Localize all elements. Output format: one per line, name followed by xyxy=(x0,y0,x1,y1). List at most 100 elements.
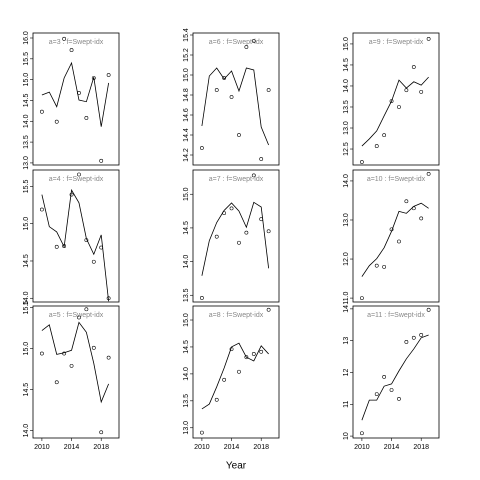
panel-frame xyxy=(192,169,280,303)
y-tick-label: 14.5 xyxy=(343,58,350,72)
point xyxy=(419,216,424,221)
x-axis-label: Year xyxy=(226,461,247,472)
x-tick-label: 2014 xyxy=(64,444,80,451)
point xyxy=(374,144,379,148)
x-tick-label: 2014 xyxy=(384,444,400,451)
y-tick-label: 15.0 xyxy=(23,342,30,356)
y-tick-label: 14.5 xyxy=(183,340,190,354)
point xyxy=(84,307,89,312)
point xyxy=(411,335,416,340)
y-tick-label: 14.0 xyxy=(183,255,190,269)
trend-line xyxy=(41,321,109,404)
x-tick-label: 2018 xyxy=(93,444,109,451)
point xyxy=(259,349,264,354)
panel-title: a=4 : f=Swept-idx xyxy=(49,176,104,183)
point xyxy=(382,375,387,379)
point xyxy=(214,397,219,402)
panel-title: a=3 : f=Swept-idx xyxy=(49,39,104,46)
point xyxy=(77,172,81,177)
y-tick-label: 13 xyxy=(343,337,350,345)
y-tick-label: 13.0 xyxy=(183,421,190,435)
point xyxy=(214,234,219,239)
y-tick-label: 15.0 xyxy=(183,187,190,201)
y-tick-label: 14.4 xyxy=(183,128,190,142)
point xyxy=(419,89,424,94)
x-tick-label: 2010 xyxy=(354,444,370,451)
y-tick-label: 15.2 xyxy=(183,48,190,62)
y-tick-label: 10 xyxy=(343,432,350,440)
point xyxy=(229,95,234,99)
panel-frame xyxy=(192,32,280,166)
point xyxy=(54,119,59,124)
point xyxy=(266,307,271,312)
trend-line xyxy=(201,201,270,276)
panel-frame xyxy=(352,32,440,166)
point xyxy=(404,88,409,93)
panel-frame xyxy=(352,305,440,439)
point xyxy=(62,36,67,41)
y-tick-label: 14.5 xyxy=(23,94,30,108)
point xyxy=(266,88,271,92)
point xyxy=(237,369,241,374)
point xyxy=(251,39,256,43)
x-tick-label: 2018 xyxy=(413,444,429,451)
y-tick-label: 13.0 xyxy=(23,156,30,170)
point xyxy=(419,333,424,337)
point xyxy=(404,199,409,204)
y-tick-label: 12.0 xyxy=(343,252,350,266)
point xyxy=(77,315,81,320)
point xyxy=(374,392,379,397)
point xyxy=(266,229,271,234)
point xyxy=(426,36,431,41)
point xyxy=(69,48,74,52)
point xyxy=(54,244,59,249)
trend-line xyxy=(41,61,110,127)
point xyxy=(222,76,227,80)
point xyxy=(397,239,401,244)
point xyxy=(106,73,111,77)
point xyxy=(259,157,264,161)
y-tick-label: 15.0 xyxy=(183,313,190,327)
trend-line xyxy=(201,67,269,146)
y-tick-label: 14.5 xyxy=(23,254,30,268)
point xyxy=(39,109,44,114)
point xyxy=(359,431,364,436)
panel-title: a=10 : f=Swept-idx xyxy=(367,176,426,183)
y-tick-label: 14.0 xyxy=(23,114,30,128)
y-tick-label: 13.0 xyxy=(343,213,350,227)
y-tick-label: 15.4 xyxy=(183,28,190,42)
y-tick-label: 14.8 xyxy=(183,88,190,102)
panel-frame xyxy=(32,305,120,439)
point xyxy=(244,45,249,49)
point xyxy=(199,296,204,300)
point xyxy=(389,388,394,392)
point xyxy=(251,352,256,356)
point xyxy=(404,340,409,344)
panel-title: a=6 : f=Swept-idx xyxy=(209,39,264,46)
point xyxy=(91,259,96,264)
point xyxy=(244,355,249,360)
point xyxy=(411,65,416,69)
point xyxy=(39,207,44,212)
y-tick-label: 15.5 xyxy=(23,52,30,66)
y-tick-label: 15.0 xyxy=(23,217,30,231)
y-tick-label: 12.5 xyxy=(343,142,350,156)
point xyxy=(222,377,227,382)
panel-title: a=7 : f=Swept-idx xyxy=(209,176,264,183)
point xyxy=(229,206,234,211)
trend-line xyxy=(361,334,429,421)
y-tick-label: 15.0 xyxy=(343,37,350,51)
y-tick-label: 15.5 xyxy=(23,179,30,193)
point xyxy=(251,173,256,178)
point xyxy=(99,158,104,163)
panel-frame xyxy=(32,32,120,166)
y-tick-label: 14.6 xyxy=(183,108,190,122)
point xyxy=(374,263,379,268)
point xyxy=(54,380,59,385)
point xyxy=(244,230,249,235)
point xyxy=(199,430,204,435)
point xyxy=(99,430,104,435)
panel-frame xyxy=(32,169,120,303)
trend-line xyxy=(361,202,429,277)
